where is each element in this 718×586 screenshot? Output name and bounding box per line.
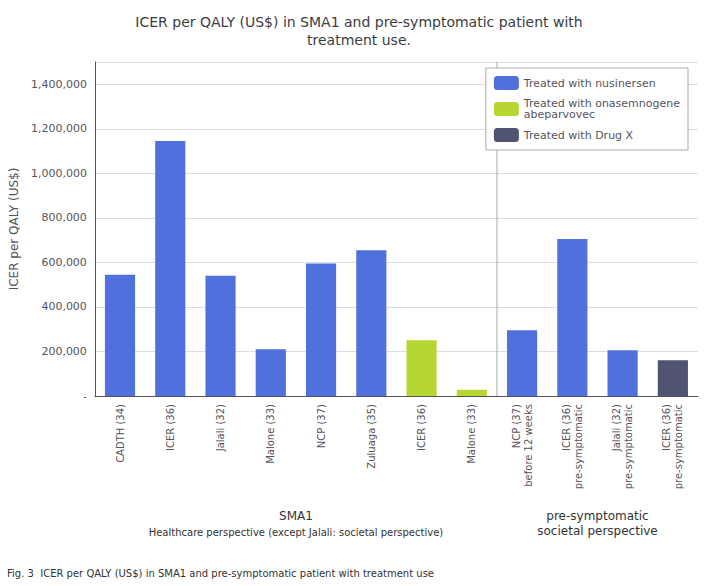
- svg-text:pre-symptomatic: pre-symptomatic: [623, 404, 634, 489]
- svg-text:ICER (36): ICER (36): [416, 404, 427, 451]
- svg-text:pre-symptomatic: pre-symptomatic: [673, 404, 684, 489]
- svg-text:Malone (33): Malone (33): [466, 404, 477, 464]
- svg-text:Treated with Drug X: Treated with Drug X: [523, 129, 634, 142]
- svg-text:before 12 weeks: before 12 weeks: [523, 404, 534, 487]
- svg-text:pre-symptomatic: pre-symptomatic: [546, 509, 648, 523]
- svg-text:Healthcare perspective (except: Healthcare perspective (except Jalali: s…: [149, 527, 444, 538]
- svg-text:Zuluaga (35): Zuluaga (35): [366, 404, 377, 469]
- svg-text:ICER per QALY (US$): ICER per QALY (US$): [7, 168, 21, 291]
- svg-text:CADTH (34): CADTH (34): [115, 404, 126, 463]
- svg-text:600,000: 600,000: [41, 256, 87, 269]
- svg-text:Jalali (32): Jalali (32): [215, 404, 226, 452]
- svg-text:treatment use.: treatment use.: [307, 32, 411, 48]
- svg-text:ICER (36): ICER (36): [661, 404, 672, 451]
- svg-text:NCP (37): NCP (37): [511, 404, 522, 448]
- svg-text:Jalali (32): Jalali (32): [611, 404, 622, 452]
- svg-text:1,400,000: 1,400,000: [31, 78, 87, 91]
- svg-text:NCP (37): NCP (37): [316, 404, 327, 448]
- svg-text:800,000: 800,000: [41, 211, 87, 224]
- svg-text:societal perspective: societal perspective: [537, 524, 657, 538]
- svg-text:SMA1: SMA1: [279, 509, 313, 523]
- svg-text:pre-symptomatic: pre-symptomatic: [573, 404, 584, 489]
- svg-text:Malone (33): Malone (33): [265, 404, 276, 464]
- svg-text:-: -: [83, 390, 87, 403]
- svg-text:ICER (36): ICER (36): [165, 404, 176, 451]
- svg-text:Fig. 3 ICER per QALY (US$) in: Fig. 3 ICER per QALY (US$) in SMA1 and p…: [7, 568, 434, 579]
- svg-text:ICER (36): ICER (36): [561, 404, 572, 451]
- svg-text:Treated with nusinersen: Treated with nusinersen: [523, 77, 656, 90]
- svg-text:abeparvovec: abeparvovec: [524, 108, 595, 121]
- svg-text:400,000: 400,000: [41, 300, 87, 313]
- svg-text:1,200,000: 1,200,000: [31, 122, 87, 135]
- svg-text:1,000,000: 1,000,000: [31, 167, 87, 180]
- svg-text:Treated with onasemnogene: Treated with onasemnogene: [523, 97, 680, 110]
- svg-text:ICER per QALY (US$) in SMA1 an: ICER per QALY (US$) in SMA1 and pre-symp…: [135, 14, 582, 30]
- svg-text:200,000: 200,000: [41, 345, 87, 358]
